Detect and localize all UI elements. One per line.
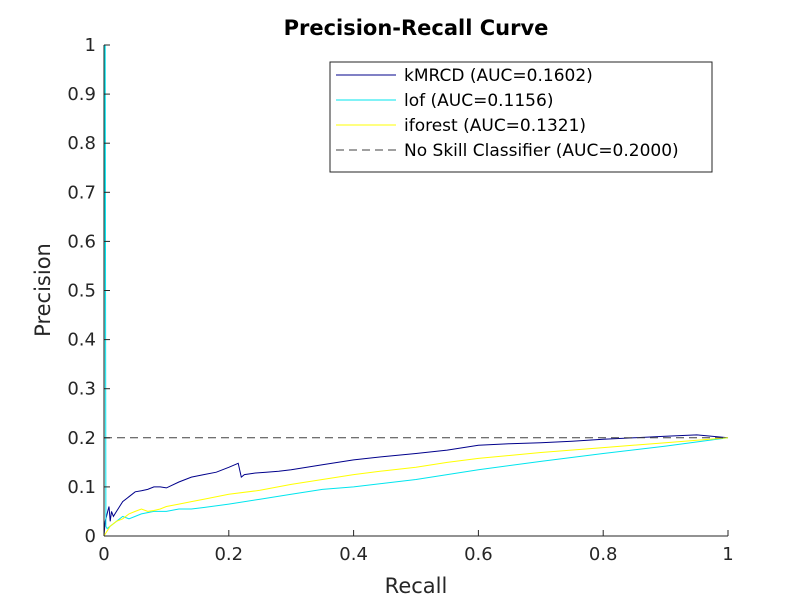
x-tick-label: 0.2	[214, 544, 243, 565]
x-tick-label: 0	[98, 544, 109, 565]
y-tick-label: 0.7	[67, 182, 96, 203]
x-tick-label: 0.8	[589, 544, 618, 565]
y-tick-label: 0.6	[67, 231, 96, 252]
legend-entry-0: kMRCD (AUC=0.1602)	[404, 66, 593, 86]
series-line-2	[103, 437, 729, 537]
y-tick-label: 0.5	[67, 281, 96, 302]
x-tick-label: 0.6	[464, 544, 493, 565]
x-axis-label: Recall	[385, 574, 448, 598]
legend: kMRCD (AUC=0.1602) lof (AUC=0.1156) ifores…	[329, 61, 713, 173]
y-tick-label: 0.8	[67, 133, 96, 154]
y-tick-label: 0.9	[67, 84, 96, 105]
series-line-1	[103, 44, 729, 537]
x-tick-label: 0.4	[339, 544, 368, 565]
legend-entry-3: No Skill Classifier (AUC=0.2000)	[404, 141, 679, 161]
series-line-0	[103, 434, 729, 537]
y-tick-label: 0.3	[67, 379, 96, 400]
y-tick-label: 0.2	[67, 428, 96, 449]
y-tick-label: 0	[85, 526, 96, 547]
y-tick-label: 0.4	[67, 330, 96, 351]
tick-layer: 0 0.2 0.4 0.6 0.8 1 0 0.1 0.2 0.3 0.4 0.5 0.6 0.7 0.8 0…	[67, 35, 733, 565]
series-layer	[103, 44, 729, 537]
legend-entry-1: lof (AUC=0.1156)	[404, 91, 553, 111]
legend-box	[329, 61, 713, 173]
y-axis-label: Precision	[31, 243, 55, 337]
chart-title: Precision-Recall Curve	[284, 16, 549, 40]
legend-entry-2: iforest (AUC=0.1321)	[404, 116, 586, 136]
y-tick-label: 1	[85, 35, 96, 56]
x-tick-label: 1	[722, 544, 733, 565]
y-tick-label: 0.1	[67, 477, 96, 498]
